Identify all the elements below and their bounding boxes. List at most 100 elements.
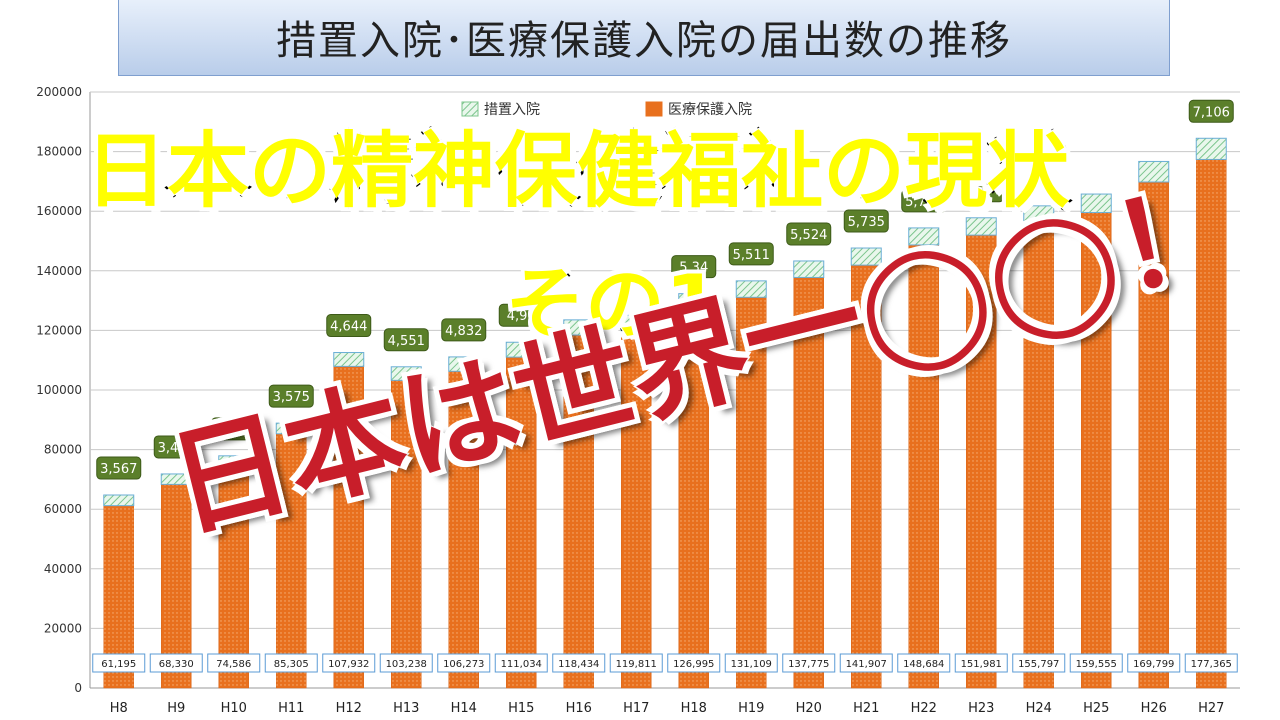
medical-value-box: [954, 653, 1008, 673]
involuntary-value-label: 3,325: [215, 423, 252, 438]
medical-value-label: 141,907: [846, 659, 887, 670]
involuntary-value-label: 5,34: [679, 261, 708, 276]
y-tick-label: 100000: [36, 383, 82, 397]
medical-value-label: 68,330: [159, 659, 194, 670]
bar-involuntary: [1195, 137, 1227, 160]
legend-swatch: [645, 101, 663, 117]
involuntary-value-label: 5,524: [790, 228, 827, 243]
involuntary-value-label: 5,706: [905, 195, 942, 210]
bar-involuntary: [160, 473, 192, 485]
medical-value-label: 85,305: [274, 659, 309, 670]
involuntary-value-box: [153, 435, 199, 459]
x-tick-label: H10: [221, 701, 247, 716]
x-tick-label: H9: [167, 701, 185, 716]
bar-medical-protection: [1138, 181, 1169, 689]
medical-value-box: [897, 653, 951, 673]
bar-medical-protection: [276, 433, 307, 689]
involuntary-value-label: 4,644: [330, 320, 367, 335]
medical-value-box: [839, 653, 893, 673]
bar-medical-protection: [563, 334, 594, 689]
bar-medical-protection: [218, 465, 249, 689]
bar-involuntary: [563, 319, 595, 336]
x-tick-label: H8: [110, 701, 128, 716]
overlay-headline: 日本の精神保健福祉の現状: [83, 122, 1071, 221]
legend-label: 措置入院: [484, 102, 540, 118]
involuntary-value-label: 3,575: [273, 390, 310, 405]
medical-value-box: [149, 653, 203, 673]
medical-value-box: [1184, 653, 1238, 673]
bar-involuntary: [678, 293, 710, 311]
medical-value-box: [1069, 653, 1123, 673]
bar-medical-protection: [333, 366, 364, 689]
medical-value-label: 151,981: [961, 659, 1002, 670]
y-tick-label: 0: [74, 681, 82, 695]
x-tick-label: H16: [566, 701, 592, 716]
medical-value-label: 103,238: [386, 659, 427, 670]
medical-value-box: [379, 653, 433, 673]
x-tick-label: H26: [1141, 701, 1167, 716]
medical-value-box: [724, 653, 778, 673]
involuntary-value-label: 4,551: [388, 334, 425, 349]
involuntary-value-box: [958, 179, 1004, 203]
overlay-subtitle: その1: [503, 256, 723, 353]
involuntary-value-label: 5,735: [848, 215, 885, 230]
bar-medical-protection: [851, 264, 882, 689]
y-tick-label: 180000: [36, 145, 82, 159]
chart-title-box: 措置入院･医療保護入院の届出数の推移: [118, 0, 1170, 76]
x-tick-label: H25: [1083, 701, 1109, 716]
involuntary-value-box: [728, 242, 774, 266]
medical-value-label: 107,932: [328, 659, 369, 670]
chart-title: 措置入院･医療保護入院の届出数の推移: [276, 18, 1012, 64]
bar-medical-protection: [506, 356, 537, 689]
involuntary-value-label: 4,832: [445, 324, 482, 339]
bar-medical-protection: [448, 371, 479, 689]
medical-value-box: [437, 653, 491, 673]
involuntary-value-label: 4,99: [507, 309, 536, 324]
medical-value-label: 148,684: [903, 659, 944, 670]
medical-value-box: [92, 653, 146, 673]
medical-value-label: 74,586: [216, 659, 251, 670]
involuntary-value-box: [268, 384, 314, 408]
bar-medical-protection: [736, 297, 767, 689]
medical-value-label: 159,555: [1076, 659, 1117, 670]
medical-value-label: 61,195: [101, 659, 136, 670]
x-tick-label: H17: [623, 701, 649, 716]
involuntary-value-box: [326, 314, 372, 338]
medical-value-label: 177,365: [1191, 659, 1232, 670]
y-tick-label: 80000: [44, 443, 82, 457]
medical-value-label: 111,034: [501, 659, 542, 670]
bar-involuntary: [275, 422, 307, 435]
medical-value-box: [207, 653, 261, 673]
x-tick-label: H19: [738, 701, 764, 716]
medical-value-label: 155,797: [1018, 659, 1059, 670]
medical-value-label: 119,811: [616, 659, 657, 670]
involuntary-value-label: 3,498: [158, 441, 195, 456]
bar-involuntary: [735, 280, 767, 298]
involuntary-value-label: 31: [973, 185, 990, 200]
bar-involuntary: [908, 227, 940, 246]
involuntary-value-label: 5,511: [733, 248, 770, 263]
involuntary-value-box: [901, 189, 947, 213]
x-tick-label: H20: [796, 701, 822, 716]
bar-medical-protection: [1023, 223, 1054, 689]
bar-involuntary: [218, 455, 250, 467]
y-tick-label: 120000: [36, 323, 82, 337]
involuntary-value-box: [671, 255, 717, 279]
medical-value-box: [264, 653, 318, 673]
x-tick-label: H11: [278, 701, 304, 716]
medical-value-label: 126,995: [673, 659, 714, 670]
x-tick-label: H21: [853, 701, 879, 716]
bar-medical-protection: [1196, 159, 1227, 689]
involuntary-value-box: [1188, 99, 1234, 123]
medical-value-box: [782, 653, 836, 673]
medical-value-label: 137,775: [788, 659, 829, 670]
bar-medical-protection: [621, 330, 652, 689]
bar-involuntary: [1080, 193, 1112, 214]
bar-involuntary: [965, 217, 997, 236]
medical-value-box: [1127, 653, 1181, 673]
involuntary-value-box: [211, 417, 257, 441]
x-tick-label: H24: [1026, 701, 1052, 716]
bar-involuntary: [505, 341, 537, 358]
